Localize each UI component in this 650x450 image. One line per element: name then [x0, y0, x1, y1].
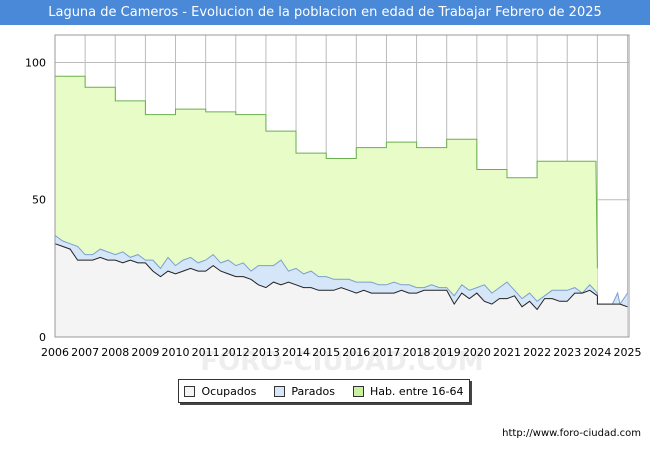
plot-frame	[54, 34, 630, 338]
legend-swatch-ocupados	[184, 385, 196, 397]
x-tick-label: 2007	[71, 346, 99, 359]
ocupados-area	[55, 243, 628, 337]
x-tick-label: 2016	[342, 346, 370, 359]
x-tick-label: 2020	[463, 346, 491, 359]
x-tick-label: 2023	[553, 346, 581, 359]
hab-line	[55, 75, 598, 269]
x-tick-label: 2019	[433, 346, 461, 359]
x-tick-label: 2022	[523, 346, 551, 359]
x-tick-label: 2009	[131, 346, 159, 359]
x-tick-label: 2014	[282, 346, 310, 359]
legend-label-parados: Parados	[291, 384, 335, 398]
chart-title: Laguna de Cameros - Evolucion de la pobl…	[48, 5, 602, 20]
x-tick-label: 2017	[372, 346, 400, 359]
title-bar	[0, 0, 650, 25]
ocupados-line	[54, 243, 628, 311]
parados-line	[54, 234, 628, 306]
x-tick-label: 2011	[192, 346, 220, 359]
legend-label-ocupados: Ocupados	[201, 384, 257, 398]
legend-item-parados: Parados	[274, 385, 335, 398]
y-tick-label: 0	[39, 331, 46, 344]
legend-swatch-parados	[274, 385, 286, 397]
series-areas	[54, 75, 628, 337]
x-tick-label: 2006	[41, 346, 69, 359]
x-tick-label: 2010	[162, 346, 190, 359]
x-tick-label: 2021	[493, 346, 521, 359]
x-tick-label: 2025	[613, 346, 641, 359]
legend-swatch-hab	[352, 385, 364, 397]
x-tick-label: 2012	[222, 346, 250, 359]
legend: Ocupados Parados Hab. entre 16-64	[178, 379, 470, 403]
x-tick-label: 2013	[252, 346, 280, 359]
legend-item-ocupados: Ocupados	[184, 385, 256, 398]
x-tick-label: 2018	[403, 346, 431, 359]
x-tick-label: 2024	[583, 346, 611, 359]
watermark: FORO-CIUDAD.COM	[200, 347, 483, 377]
footer-url: http://www.foro-ciudad.com	[502, 428, 641, 439]
x-tick-label: 2015	[312, 346, 340, 359]
y-tick-label: 100	[25, 56, 46, 69]
legend-label-hab: Hab. entre 16-64	[369, 384, 464, 398]
y-tick-label: 50	[32, 194, 46, 207]
legend-item-hab: Hab. entre 16-64	[352, 384, 464, 398]
x-tick-label: 2008	[101, 346, 129, 359]
